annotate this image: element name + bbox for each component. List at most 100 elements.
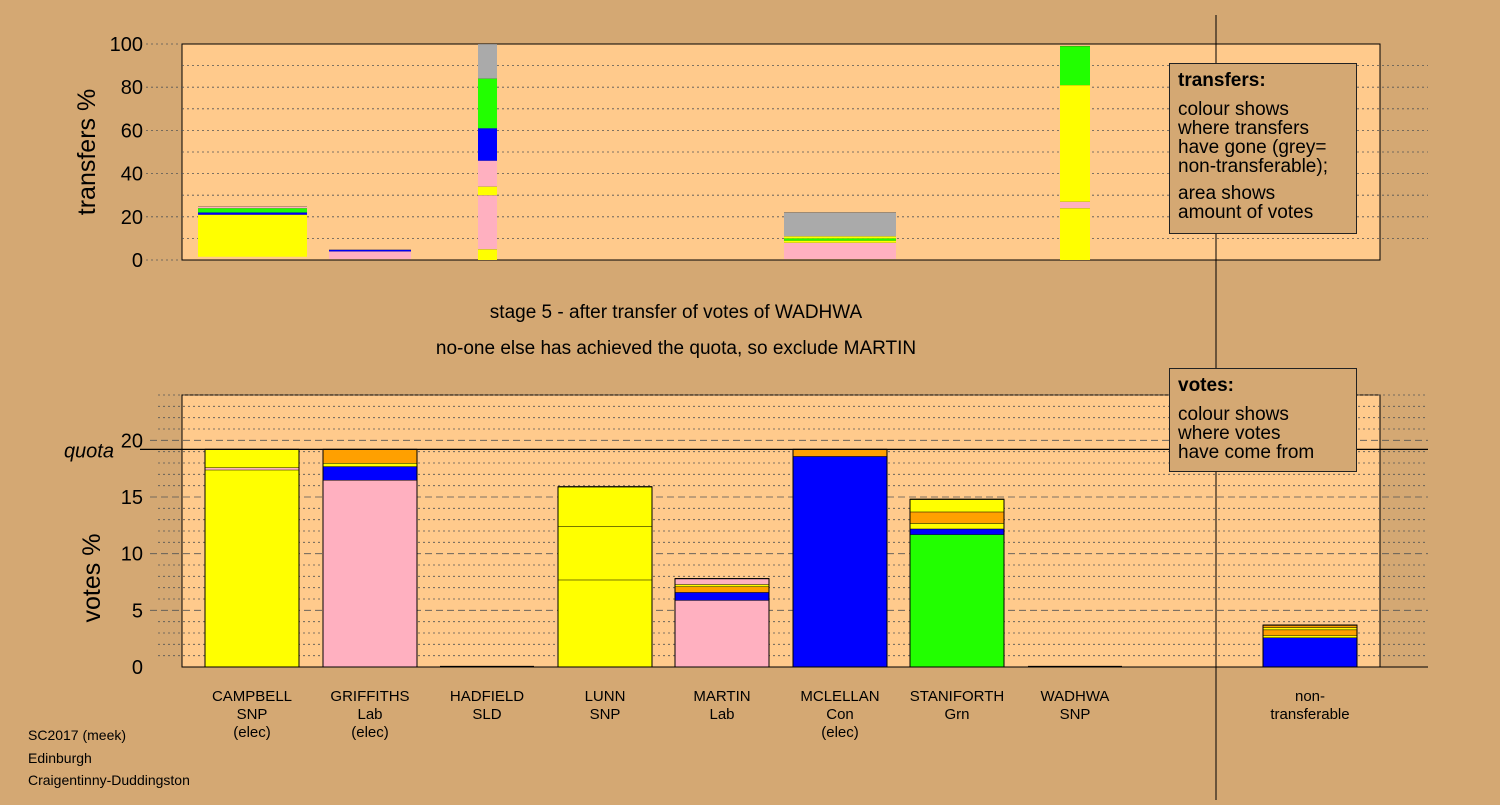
transfer-bar-segment bbox=[784, 236, 896, 239]
vote-bar-segment bbox=[793, 449, 887, 457]
votes-tick-label: 15 bbox=[121, 487, 143, 509]
votes-bars bbox=[204, 448, 1358, 668]
transfer-bar-segment bbox=[198, 208, 307, 213]
transfers-tick-label: 100 bbox=[110, 34, 143, 56]
transfer-bar-segment bbox=[1060, 46, 1090, 86]
vote-bar-segment bbox=[675, 600, 769, 667]
votes-legend: votes: colour shows where votes have com… bbox=[1169, 368, 1357, 472]
transfer-bar-segment bbox=[478, 186, 497, 196]
vote-bar-segment bbox=[1263, 629, 1357, 636]
votes-tick-label: 10 bbox=[121, 544, 143, 566]
votes-legend-line: where votes bbox=[1178, 423, 1281, 444]
votes-legend-title: votes: bbox=[1178, 375, 1234, 396]
candidate-label-line: STANIFORTH bbox=[910, 688, 1004, 705]
candidate-label-line: non- bbox=[1295, 688, 1325, 705]
transfers-legend-line: amount of votes bbox=[1178, 202, 1314, 223]
candidate-label-line: Lab bbox=[709, 706, 734, 723]
transfer-bar-segment bbox=[478, 78, 497, 129]
footer-election: SC2017 (meek) bbox=[28, 727, 127, 743]
vote-bar-segment bbox=[793, 456, 887, 667]
transfers-legend-title: transfers: bbox=[1178, 70, 1266, 91]
vote-bar-segment bbox=[323, 463, 417, 467]
candidate-label-line: (elec) bbox=[821, 724, 859, 741]
candidate-label-line: HADFIELD bbox=[450, 688, 524, 705]
transfer-bar-segment bbox=[478, 195, 497, 250]
candidate-label-line: SNP bbox=[237, 706, 268, 723]
vote-bar-segment bbox=[910, 523, 1004, 529]
candidate-label-line: SNP bbox=[1060, 706, 1091, 723]
votes-y-ticks: 0 5 10 15 20 bbox=[121, 430, 143, 679]
vote-bar-segment bbox=[910, 528, 1004, 535]
vote-bar-segment bbox=[675, 578, 769, 585]
vote-bar-segment bbox=[558, 579, 652, 667]
vote-bar-segment bbox=[910, 511, 1004, 524]
transfer-bar-segment bbox=[478, 44, 497, 79]
transfer-bar-segment bbox=[478, 249, 497, 260]
votes-tick-label: 0 bbox=[132, 657, 143, 679]
transfer-bar-segment bbox=[1060, 201, 1090, 209]
candidate-label-line: SNP bbox=[590, 706, 621, 723]
vote-bar-segment bbox=[1263, 635, 1357, 638]
footer-ward: Craigentinny-Duddingston bbox=[28, 772, 190, 788]
transfers-legend-line: where transfers bbox=[1178, 118, 1309, 139]
transfers-legend-line: colour shows bbox=[1178, 99, 1289, 120]
transfer-bar-segment bbox=[784, 212, 896, 237]
transfer-bar-segment bbox=[478, 160, 497, 187]
vote-bar-segment bbox=[1263, 637, 1357, 667]
vote-bar-segment bbox=[1263, 627, 1357, 630]
vote-bar-segment bbox=[205, 467, 299, 470]
transfers-y-ticks: 0 20 40 60 80 100 bbox=[110, 34, 182, 272]
votes-tick-label: 5 bbox=[132, 600, 143, 622]
transfers-legend-line: have gone (grey= bbox=[1178, 137, 1327, 158]
transfers-tick-label: 60 bbox=[121, 120, 143, 142]
vote-bar-segment bbox=[205, 449, 299, 468]
vote-bar-segment bbox=[558, 486, 652, 527]
transfer-bar-segment bbox=[1060, 85, 1090, 202]
transfers-tick-label: 0 bbox=[132, 250, 143, 272]
candidate-label-line: (elec) bbox=[233, 724, 271, 741]
votes-y-axis-label: votes % bbox=[78, 534, 106, 623]
vote-bar-segment bbox=[1263, 625, 1357, 628]
transfers-tick-label: 40 bbox=[121, 164, 143, 186]
candidate-label-line: Lab bbox=[357, 706, 382, 723]
candidate-label-line: GRIFFITHS bbox=[330, 688, 409, 705]
vote-bar-segment bbox=[323, 466, 417, 480]
action-caption: no-one else has achieved the quota, so e… bbox=[435, 338, 917, 359]
transfer-bar-segment bbox=[784, 242, 896, 259]
candidate-label-line: MARTIN bbox=[693, 688, 750, 705]
votes-legend-line: colour shows bbox=[1178, 404, 1289, 425]
transfer-bar-segment bbox=[198, 214, 307, 257]
candidate-label-line: Grn bbox=[944, 706, 969, 723]
candidate-label-line: SLD bbox=[472, 706, 501, 723]
candidate-label-line: transferable bbox=[1270, 706, 1349, 723]
transfer-bar-segment bbox=[1060, 208, 1090, 260]
transfer-bar-segment bbox=[329, 249, 411, 252]
vote-bar-segment bbox=[558, 526, 652, 580]
vote-bar-segment bbox=[910, 499, 1004, 512]
vote-bar-segment bbox=[323, 449, 417, 463]
quota-label: quota bbox=[64, 440, 114, 462]
transfers-tick-label: 80 bbox=[121, 77, 143, 99]
candidate-label-line: WADHWA bbox=[1041, 688, 1110, 705]
votes-legend-line: have come from bbox=[1178, 442, 1315, 463]
candidate-label-line: (elec) bbox=[351, 724, 389, 741]
candidate-label-line: CAMPBELL bbox=[212, 688, 292, 705]
transfer-bar-segment bbox=[198, 212, 307, 215]
footer-council: Edinburgh bbox=[28, 750, 92, 766]
transfers-tick-label: 20 bbox=[121, 207, 143, 229]
vote-bar-segment bbox=[205, 469, 299, 667]
transfers-legend: transfers: colour shows where transfers … bbox=[1169, 63, 1357, 234]
vote-bar-segment bbox=[675, 586, 769, 593]
transfer-bar-segment bbox=[784, 238, 896, 241]
transfers-y-axis-label: transfers % bbox=[73, 89, 101, 215]
vote-bar-segment bbox=[323, 480, 417, 667]
candidate-label-line: Con bbox=[826, 706, 854, 723]
transfers-legend-line: area shows bbox=[1178, 183, 1276, 204]
transfer-bar-segment bbox=[784, 240, 896, 243]
votes-tick-label: 20 bbox=[121, 430, 143, 452]
transfer-bar-segment bbox=[198, 206, 307, 209]
candidate-labels: CAMPBELLSNP(elec)GRIFFITHSLab(elec)HADFI… bbox=[212, 688, 1350, 741]
candidate-label-line: LUNN bbox=[585, 688, 626, 705]
vote-bar-segment bbox=[910, 534, 1004, 667]
